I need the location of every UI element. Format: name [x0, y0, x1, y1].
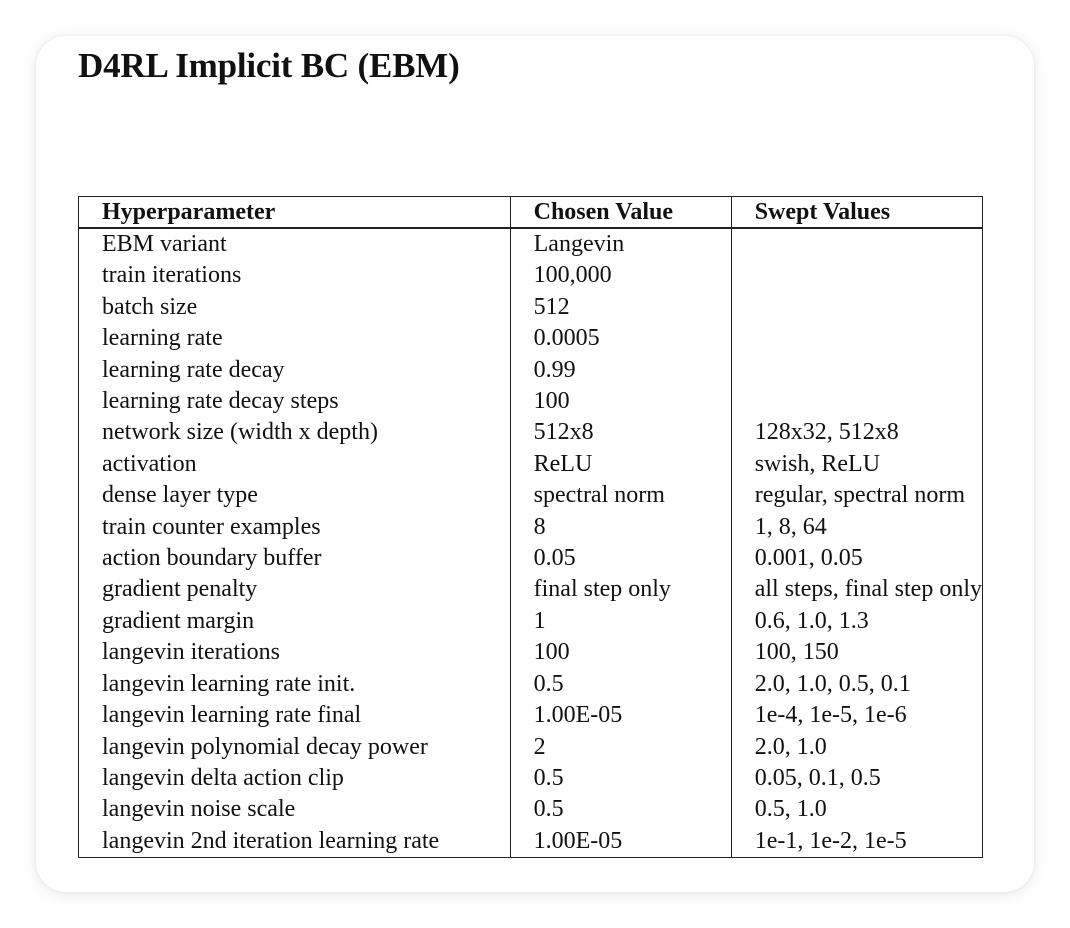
cell-hyperparameter: batch size: [78, 291, 511, 324]
header-row: Hyperparameter Chosen Value Swept Values: [78, 196, 984, 228]
cell-swept-values: 0.5, 1.0: [730, 794, 984, 826]
cell-hyperparameter: dense layer type: [78, 480, 511, 512]
table-row: batch size 512: [78, 291, 984, 324]
table-row: EBM variant Langevin: [78, 228, 984, 261]
page-title: D4RL Implicit BC (EBM): [78, 46, 460, 85]
cell-hyperparameter: action boundary buffer: [78, 543, 511, 575]
cell-chosen-value: 512x8: [509, 417, 732, 449]
table-row: gradient margin 1 0.6, 1.0, 1.3: [78, 605, 984, 638]
table-row: network size (width x depth) 512x8 128x32,…: [78, 417, 984, 449]
cell-swept-values: 100, 150: [730, 637, 984, 669]
cell-hyperparameter: gradient margin: [78, 605, 511, 638]
cell-swept-values: 128x32, 512x8: [730, 417, 984, 449]
table-row: train iterations 100,000: [78, 260, 984, 292]
table-row: langevin iterations 100 100, 150: [78, 637, 984, 669]
cell-swept-values: 1e-4, 1e-5, 1e-6: [730, 700, 984, 732]
table-row: langevin delta action clip 0.5 0.05, 0.1, …: [78, 762, 984, 795]
cell-hyperparameter: gradient penalty: [78, 574, 511, 606]
table-row: action boundary buffer 0.05 0.001, 0.05: [78, 543, 984, 575]
table-row: langevin 2nd iteration learning rate 1.00…: [78, 825, 984, 858]
cell-hyperparameter: langevin polynomial decay power: [78, 731, 511, 763]
header-hyperparameter: Hyperparameter: [78, 196, 511, 228]
table-row: gradient penalty final step only all steps…: [78, 574, 984, 606]
cell-hyperparameter: langevin iterations: [78, 637, 511, 669]
cell-swept-values: [730, 291, 984, 324]
cell-chosen-value: 0.0005: [509, 323, 732, 355]
table-row: learning rate decay steps 100: [78, 386, 984, 418]
cell-hyperparameter: langevin noise scale: [78, 794, 511, 826]
table-body: EBM variant Langevin train iterations 100,0…: [78, 228, 984, 858]
cell-swept-values: [730, 323, 984, 355]
header-chosen-value: Chosen Value: [509, 196, 732, 228]
cell-chosen-value: spectral norm: [509, 480, 732, 512]
table-row: activation ReLU swish, ReLU: [78, 448, 984, 481]
cell-hyperparameter: train counter examples: [78, 511, 511, 544]
cell-swept-values: 2.0, 1.0: [730, 731, 984, 763]
cell-chosen-value: 1: [509, 605, 732, 638]
cell-swept-values: 0.001, 0.05: [730, 543, 984, 575]
document-card: D4RL Implicit BC (EBM) Hyperparameter Ch…: [36, 36, 1034, 892]
cell-chosen-value: 0.5: [509, 762, 732, 795]
cell-hyperparameter: learning rate decay steps: [78, 386, 511, 418]
cell-hyperparameter: activation: [78, 448, 511, 481]
cell-chosen-value: 0.99: [509, 354, 732, 387]
cell-hyperparameter: langevin learning rate final: [78, 700, 511, 732]
cell-hyperparameter: network size (width x depth): [78, 417, 511, 449]
cell-swept-values: [730, 228, 984, 261]
table-header: Hyperparameter Chosen Value Swept Values: [78, 196, 984, 228]
table-row: langevin learning rate init. 0.5 2.0, 1.0,…: [78, 668, 984, 701]
cell-swept-values: [730, 260, 984, 292]
cell-chosen-value: 512: [509, 291, 732, 324]
cell-hyperparameter: learning rate: [78, 323, 511, 355]
cell-chosen-value: 1.00E-05: [509, 825, 732, 858]
table-row: langevin learning rate final 1.00E-05 1e-4…: [78, 700, 984, 732]
table-row: train counter examples 8 1, 8, 64: [78, 511, 984, 544]
cell-chosen-value: 0.05: [509, 543, 732, 575]
cell-hyperparameter: train iterations: [78, 260, 511, 292]
table-row: learning rate decay 0.99: [78, 354, 984, 387]
cell-swept-values: swish, ReLU: [730, 448, 984, 481]
cell-hyperparameter: langevin delta action clip: [78, 762, 511, 795]
cell-chosen-value: 100: [509, 637, 732, 669]
cell-swept-values: 0.05, 0.1, 0.5: [730, 762, 984, 795]
cell-swept-values: all steps, final step only: [730, 574, 984, 606]
table-row: learning rate 0.0005: [78, 323, 984, 355]
cell-swept-values: [730, 386, 984, 418]
header-swept-values: Swept Values: [730, 196, 984, 228]
cell-chosen-value: 8: [509, 511, 732, 544]
table-row: dense layer type spectral norm regular, sp…: [78, 480, 984, 512]
cell-chosen-value: Langevin: [509, 228, 732, 261]
cell-swept-values: regular, spectral norm: [730, 480, 984, 512]
cell-chosen-value: 0.5: [509, 794, 732, 826]
cell-hyperparameter: learning rate decay: [78, 354, 511, 387]
cell-hyperparameter: langevin 2nd iteration learning rate: [78, 825, 511, 858]
cell-chosen-value: 100: [509, 386, 732, 418]
cell-chosen-value: 0.5: [509, 668, 732, 701]
cell-swept-values: 0.6, 1.0, 1.3: [730, 605, 984, 638]
cell-chosen-value: ReLU: [509, 448, 732, 481]
cell-swept-values: 2.0, 1.0, 0.5, 0.1: [730, 668, 984, 701]
cell-chosen-value: final step only: [509, 574, 732, 606]
cell-swept-values: [730, 354, 984, 387]
table-row: langevin noise scale 0.5 0.5, 1.0: [78, 794, 984, 826]
cell-chosen-value: 2: [509, 731, 732, 763]
cell-hyperparameter: langevin learning rate init.: [78, 668, 511, 701]
cell-hyperparameter: EBM variant: [78, 228, 511, 261]
cell-swept-values: 1, 8, 64: [730, 511, 984, 544]
cell-swept-values: 1e-1, 1e-2, 1e-5: [730, 825, 984, 858]
hyperparameter-table: Hyperparameter Chosen Value Swept Values…: [78, 196, 984, 858]
cell-chosen-value: 1.00E-05: [509, 700, 732, 732]
table-row: langevin polynomial decay power 2 2.0, 1.0: [78, 731, 984, 763]
cell-chosen-value: 100,000: [509, 260, 732, 292]
